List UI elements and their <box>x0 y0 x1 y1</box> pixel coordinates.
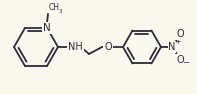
Text: NH: NH <box>68 42 83 52</box>
Text: CH: CH <box>49 3 60 12</box>
Text: N: N <box>43 23 51 33</box>
Text: O: O <box>176 29 184 39</box>
Text: 3: 3 <box>59 9 62 14</box>
Text: O: O <box>104 42 112 52</box>
Text: N: N <box>168 42 176 52</box>
Text: +: + <box>174 36 180 45</box>
Text: O: O <box>176 55 184 65</box>
Text: −: − <box>182 58 190 67</box>
